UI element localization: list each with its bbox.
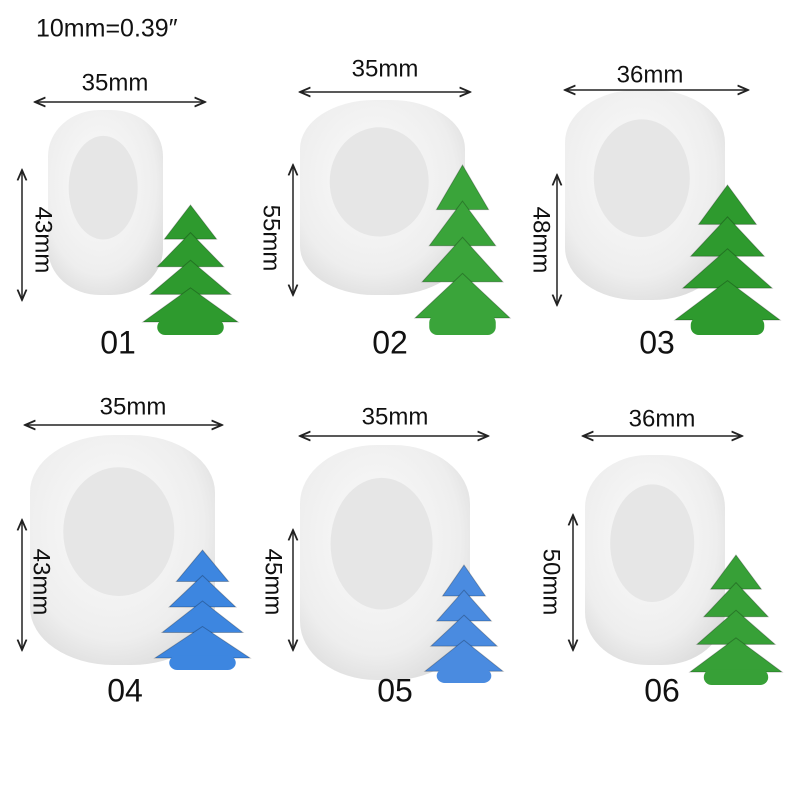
width-label: 35mm bbox=[82, 69, 149, 96]
width-label: 36mm bbox=[617, 61, 684, 88]
width-label: 36mm bbox=[629, 405, 696, 432]
tree-base bbox=[703, 669, 769, 685]
tree-base bbox=[436, 668, 492, 683]
tree-base bbox=[690, 317, 765, 335]
mold-cavity bbox=[329, 127, 429, 237]
height-label: 50mm bbox=[538, 549, 565, 616]
height-label: 43mm bbox=[28, 549, 55, 616]
item-number: 04 bbox=[107, 672, 143, 708]
scale-note: 10mm=0.39″ bbox=[36, 15, 178, 43]
width-label: 35mm bbox=[352, 55, 419, 82]
width-label: 35mm bbox=[100, 393, 167, 420]
tree-base bbox=[169, 655, 236, 670]
item-number: 01 bbox=[100, 324, 136, 360]
height-label: 48mm bbox=[528, 207, 555, 274]
height-label: 43mm bbox=[30, 207, 57, 274]
mold-cavity bbox=[610, 484, 695, 602]
item-number: 05 bbox=[377, 672, 413, 708]
mold-cavity bbox=[330, 477, 433, 610]
height-label: 45mm bbox=[260, 549, 287, 616]
mold-cavity bbox=[593, 119, 690, 237]
item-number: 02 bbox=[372, 324, 408, 360]
mold-cavity bbox=[68, 135, 138, 240]
width-label: 35mm bbox=[362, 403, 429, 430]
mold-cavity bbox=[63, 467, 175, 596]
item-number: 03 bbox=[639, 324, 675, 360]
height-label: 55mm bbox=[258, 205, 285, 272]
tree-base bbox=[429, 314, 496, 335]
tree-base bbox=[157, 319, 224, 335]
item-number: 06 bbox=[644, 672, 680, 708]
